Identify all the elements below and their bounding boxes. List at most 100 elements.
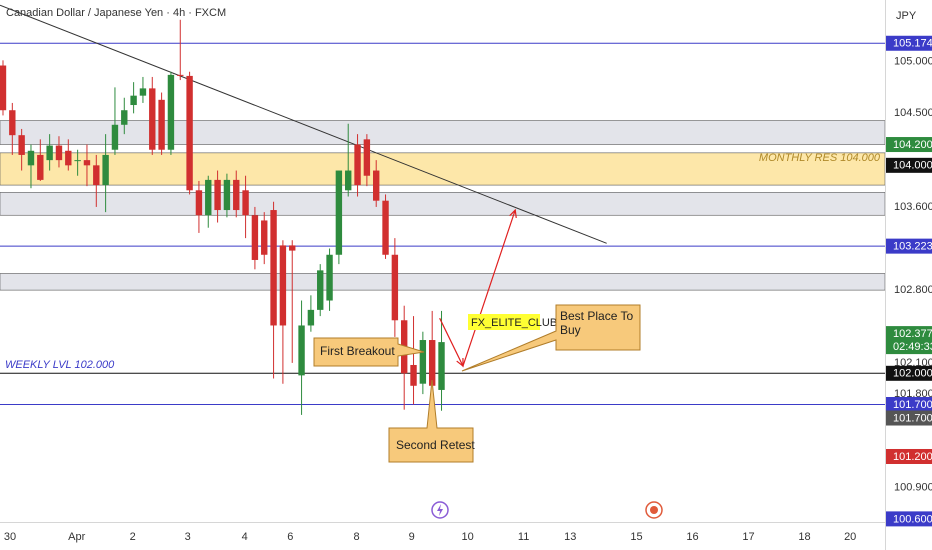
price-badge-label: 102.000 (893, 368, 932, 380)
price-badge-label: 104.000 (893, 160, 932, 172)
candle-body (410, 364, 417, 386)
x-tick-label: 17 (742, 531, 754, 543)
annotation: Second Retest (396, 438, 475, 452)
x-tick-label: 9 (409, 531, 415, 543)
x-tick-label: 3 (185, 531, 191, 543)
candle-body (438, 342, 445, 390)
zone (0, 273, 886, 291)
price-badge-label: 101.700 (893, 412, 932, 424)
annotation: FX_ELITE_CLUB (471, 317, 557, 329)
annotation-box (468, 314, 540, 330)
price-badge-label: 100.600 (893, 513, 932, 525)
candle-body (279, 245, 287, 326)
event-icon-glyph (437, 504, 443, 516)
price-badge (886, 157, 932, 173)
price-badge-label: 103.223 (893, 241, 932, 253)
price-badge-label: 101.700 (893, 399, 932, 411)
x-tick-label: 20 (844, 531, 856, 543)
arrow-head (456, 358, 464, 368)
candle-body (74, 160, 81, 162)
candle-body (46, 145, 53, 161)
annotation: Best Place To Buy (560, 309, 634, 337)
candle-body (373, 170, 380, 201)
candle-body (0, 65, 7, 111)
candle-body (289, 245, 296, 251)
arrow-head (509, 208, 517, 219)
candle-body (335, 170, 343, 255)
event-icon-glyph (650, 506, 658, 514)
candle-body (270, 210, 277, 326)
candle-body (37, 154, 44, 180)
price-badge (886, 238, 932, 254)
price-badge-label: 101.200 (893, 451, 932, 463)
annotation-wrap: Best Place To Buy (560, 309, 634, 337)
annotation: First Breakout (320, 344, 395, 358)
x-tick-label: 18 (798, 531, 810, 543)
trendline (0, 4, 607, 244)
zone (0, 192, 886, 216)
candle-body (55, 145, 63, 161)
countdown: 02:49:33 (893, 341, 932, 353)
price-badge-label: 104.200 (893, 139, 932, 151)
candle-body (261, 220, 268, 255)
candle-body (102, 154, 109, 186)
candle-body (428, 340, 436, 386)
candle-body (121, 110, 128, 125)
price-badge-label: 105.174 (893, 38, 932, 50)
currency: JPY (896, 10, 917, 22)
x-tick-label: 8 (354, 531, 360, 543)
candle-body (345, 170, 352, 191)
price-badge (886, 410, 932, 426)
candle-body (186, 75, 193, 191)
candle-body (205, 179, 212, 216)
zone-label: MONTHLY RES 104.000 (759, 152, 881, 164)
candle-body (307, 309, 315, 326)
x-tick-label: 13 (564, 531, 576, 543)
price-badge (886, 448, 932, 464)
candle-body (93, 165, 100, 186)
candle-body (139, 88, 147, 96)
price-badge (886, 137, 932, 153)
event-icon[interactable] (645, 501, 663, 519)
candle-body (158, 99, 165, 150)
price-badge (886, 511, 932, 527)
x-tick-label: Apr (68, 531, 85, 543)
price-badge-label: 102.377 (893, 328, 932, 340)
event-icon[interactable] (431, 501, 449, 519)
candle-body (214, 179, 221, 211)
candle-body (419, 340, 427, 384)
candle-body (242, 190, 249, 216)
x-tick-label: 16 (686, 531, 698, 543)
y-tick-label: 104.500 (894, 107, 932, 119)
callout (388, 379, 474, 463)
price-badge (886, 365, 932, 381)
candle-body (354, 144, 361, 186)
candle-body (18, 135, 25, 155)
price-badge (886, 35, 932, 51)
zone (0, 120, 886, 145)
zone (0, 152, 886, 186)
y-tick-label: 100.900 (894, 482, 932, 494)
candle-body (177, 74, 184, 76)
x-tick-label: 10 (462, 531, 474, 543)
x-tick-label: 6 (287, 531, 293, 543)
chart-title: Canadian Dollar / Japanese Yen · 4h · FX… (6, 7, 226, 19)
callout (461, 304, 641, 372)
candle-body (167, 74, 175, 150)
x-tick-label: 4 (242, 531, 248, 543)
candle-body (223, 179, 231, 211)
candle-body (111, 124, 119, 150)
zone-label: WEEKLY LVL 102.000 (5, 359, 115, 371)
callout (313, 337, 425, 367)
candle-body (326, 254, 333, 301)
x-tick-label: 2 (130, 531, 136, 543)
candle-body (298, 325, 305, 376)
plot-area (0, 4, 886, 415)
candle-body (65, 150, 72, 166)
candle-body (363, 139, 371, 176)
candle-body (27, 150, 35, 166)
price-badge (886, 396, 932, 412)
candle-body (251, 215, 259, 260)
candle-body (149, 88, 156, 150)
price-badge (886, 326, 932, 355)
